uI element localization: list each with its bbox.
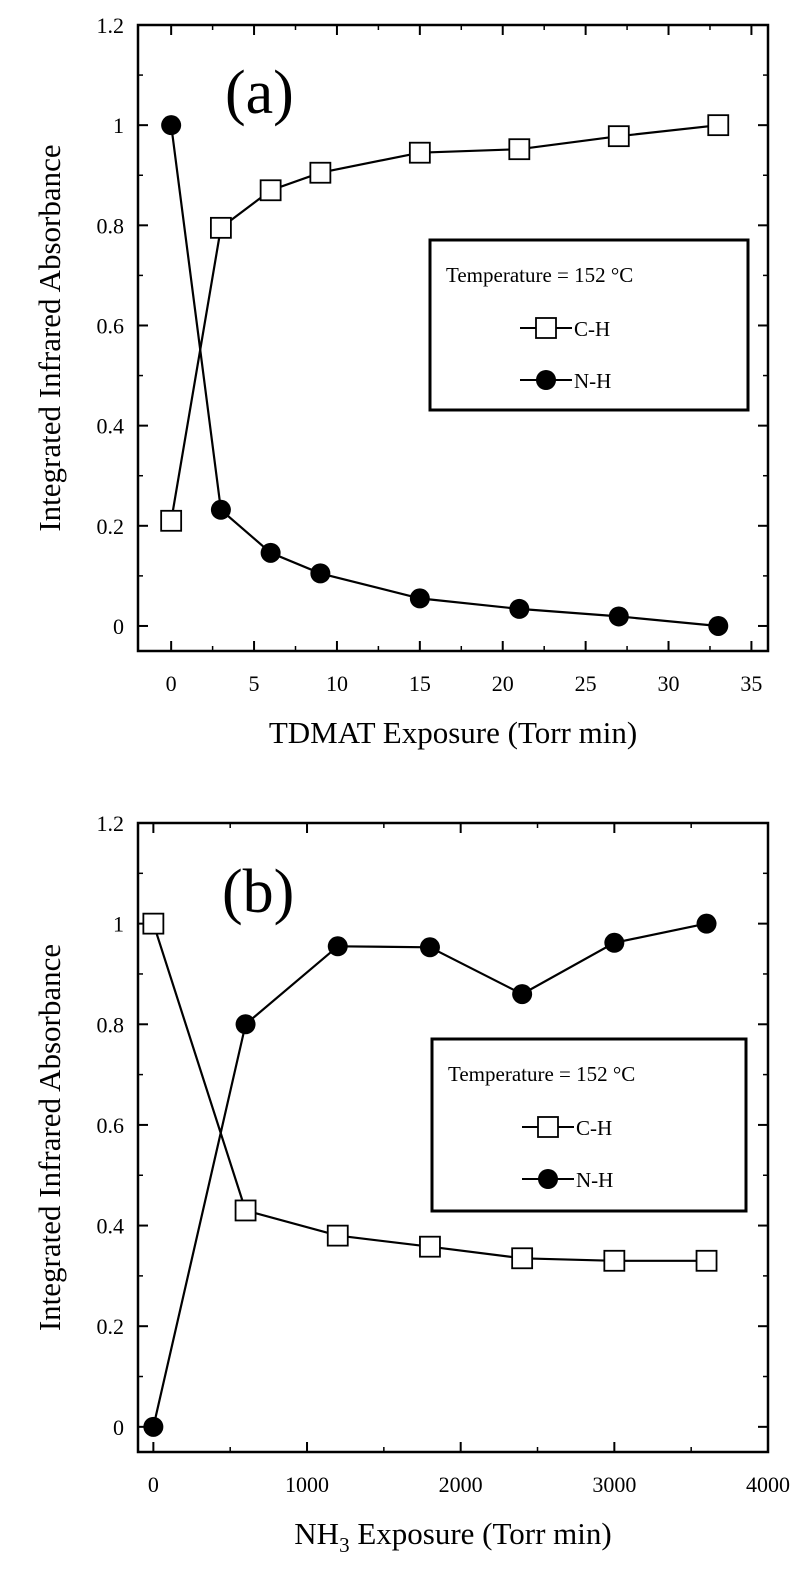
data-point-square [326, 1224, 349, 1247]
data-point-circle [419, 937, 440, 958]
series-line [170, 125, 719, 628]
x-tick-label: 10 [326, 671, 348, 696]
chart-panel-b: 0 0.2 0.4 0.6 0.8 1 1.2 0 1000 2000 3000 4000 NH3 Ex… [32, 811, 790, 1557]
data-point-circle [708, 615, 729, 636]
legend-label: C-H [576, 1116, 612, 1140]
y-tick-label: 0.8 [97, 213, 125, 238]
y-axis-title: Integrated Infrared Absorbance [32, 944, 67, 1331]
data-point-circle [161, 115, 182, 136]
series-n-h [143, 913, 717, 1437]
legend: Temperature = 152 °C C-H N-H [428, 238, 750, 412]
chart-panel-a: 0 0.2 0.4 0.6 0.8 1 1.2 0 5 10 15 20 25 30 35 TDMAT Exp… [32, 13, 770, 750]
legend-marker-square [537, 1116, 559, 1138]
data-point-square [508, 138, 531, 161]
legend-label: N-H [574, 369, 611, 393]
y-tick-label: 0.2 [97, 514, 125, 539]
plot-frame [136, 821, 770, 1454]
series-c-h [160, 114, 730, 532]
data-point-square [419, 1235, 441, 1258]
y-tick-label: 0.4 [97, 1214, 125, 1239]
legend-box [428, 238, 750, 412]
data-point-square [607, 125, 630, 148]
x-tick-label: 3000 [592, 1472, 636, 1497]
y-tick-label: 1 [113, 113, 124, 138]
panel-label: (b) [222, 858, 294, 926]
series-n-h [161, 115, 729, 636]
data-point-square [259, 179, 282, 202]
x-tick-label: 30 [658, 671, 680, 696]
legend-title: Temperature = 152 °C [446, 263, 633, 287]
x-tick-label: 2000 [439, 1472, 483, 1497]
x-tick-label: 35 [740, 671, 762, 696]
legend-box [430, 1037, 748, 1213]
series-c-h [142, 912, 718, 1272]
data-point-circle [512, 984, 533, 1005]
data-point-square [707, 114, 730, 137]
data-point-square [234, 1199, 257, 1222]
data-point-circle [608, 606, 629, 627]
data-point-square [408, 141, 431, 164]
data-point-square [142, 912, 165, 935]
y-tick-label: 0 [113, 1415, 124, 1440]
y-tick-label: 0 [113, 614, 124, 639]
legend: Temperature = 152 °C C-H N-H [430, 1037, 748, 1213]
legend-title: Temperature = 152 °C [448, 1062, 635, 1086]
x-tick-label: 0 [148, 1472, 159, 1497]
x-tick-label: 1000 [285, 1472, 329, 1497]
data-point-circle [260, 542, 281, 563]
data-point-circle [327, 936, 348, 957]
x-tick-label: 20 [492, 671, 514, 696]
data-point-circle [143, 1416, 164, 1437]
legend-marker-circle [536, 370, 556, 390]
y-tick-label: 0.6 [97, 313, 125, 338]
data-point-square [603, 1249, 626, 1272]
data-point-square [160, 509, 183, 532]
data-point-circle [509, 598, 530, 619]
plot-frame [136, 23, 770, 653]
x-axis-title: NH3 Exposure (Torr min) [294, 1516, 611, 1557]
x-tick-label: 0 [166, 671, 177, 696]
y-tick-label: 0.2 [97, 1314, 125, 1339]
data-point-square [695, 1249, 718, 1272]
legend-marker-circle [538, 1169, 558, 1189]
data-point-circle [210, 499, 231, 520]
x-tick-label: 25 [575, 671, 597, 696]
data-point-circle [310, 563, 331, 584]
legend-marker-square [535, 317, 557, 339]
data-point-circle [696, 913, 717, 934]
y-tick-label: 0.8 [97, 1012, 125, 1037]
y-axis-title: Integrated Infrared Absorbance [32, 144, 67, 531]
x-tick-label: 15 [409, 671, 431, 696]
y-tick-label: 0.6 [97, 1113, 125, 1138]
x-axis-title: TDMAT Exposure (Torr min) [269, 715, 637, 750]
panel-label: (a) [225, 59, 294, 127]
x-tick-label: 4000 [746, 1472, 790, 1497]
y-tick-label: 1.2 [97, 13, 125, 38]
legend-label: N-H [576, 1168, 613, 1192]
data-point-circle [409, 588, 430, 609]
data-point-square [309, 161, 332, 184]
data-point-square [511, 1247, 534, 1270]
data-point-circle [604, 932, 625, 953]
y-tick-label: 0.4 [97, 414, 125, 439]
data-point-square [209, 216, 232, 239]
x-tick-label: 5 [249, 671, 260, 696]
y-tick-label: 1 [113, 912, 124, 937]
y-tick-label: 1.2 [97, 811, 125, 836]
legend-label: C-H [574, 317, 610, 341]
data-point-circle [235, 1014, 256, 1035]
